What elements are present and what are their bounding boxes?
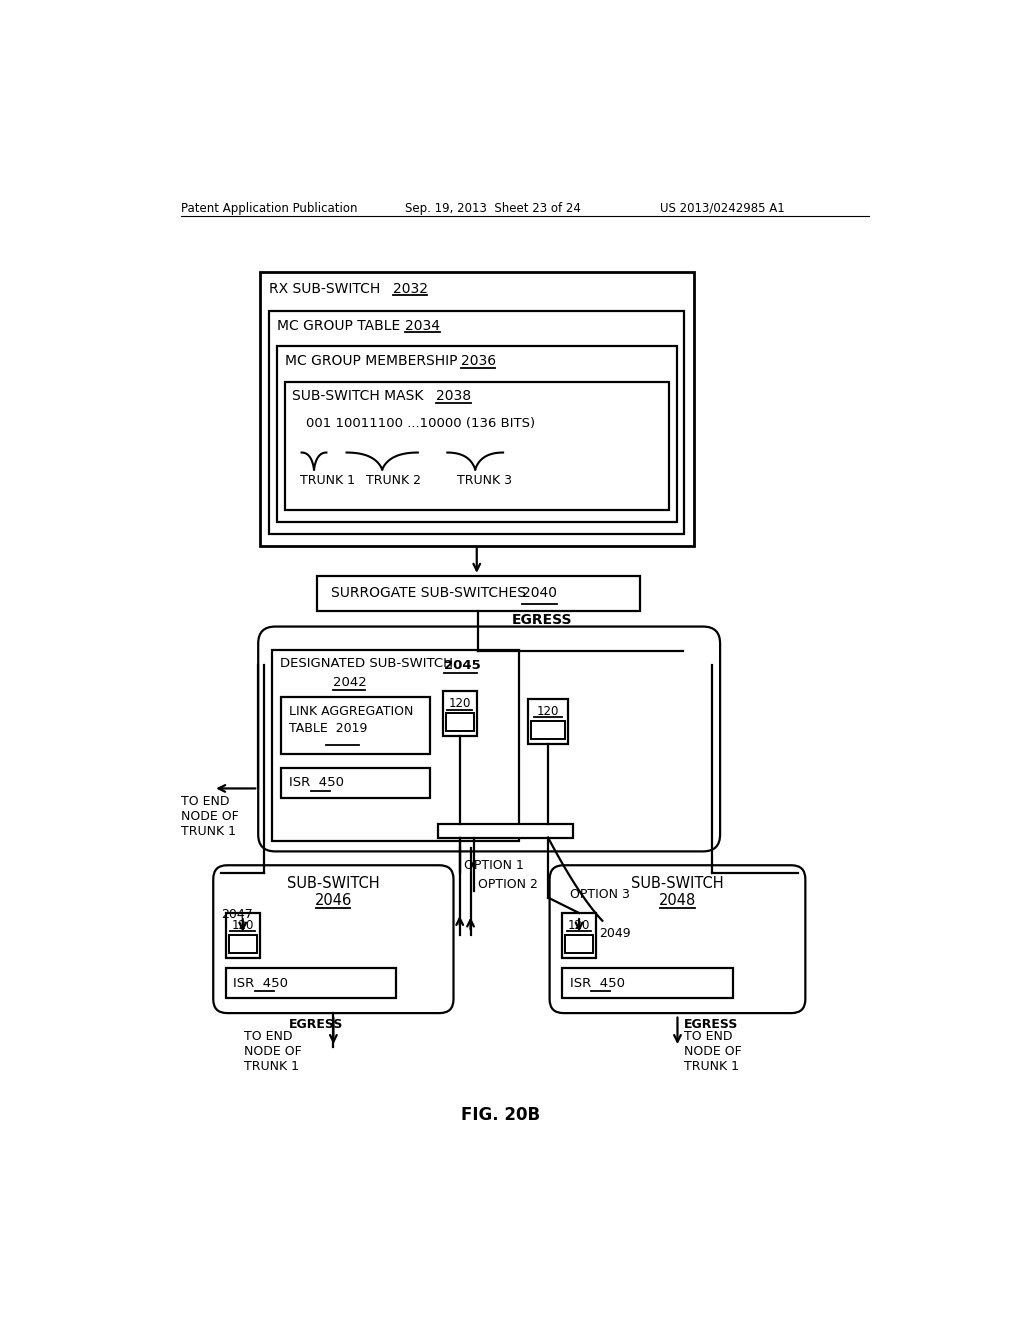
Text: EGRESS: EGRESS xyxy=(512,612,572,627)
Text: SUB-SWITCH: SUB-SWITCH xyxy=(287,876,380,891)
Text: 2042: 2042 xyxy=(333,676,367,689)
Text: Patent Application Publication: Patent Application Publication xyxy=(180,202,357,215)
FancyBboxPatch shape xyxy=(213,866,454,1014)
Text: 120: 120 xyxy=(231,919,254,932)
Bar xyxy=(531,721,565,739)
Bar xyxy=(269,312,684,535)
Text: SUB-SWITCH: SUB-SWITCH xyxy=(631,876,724,891)
Text: OPTION 2: OPTION 2 xyxy=(478,878,539,891)
Text: ISR  450: ISR 450 xyxy=(569,977,625,990)
Text: 2049: 2049 xyxy=(599,927,631,940)
Text: OPTION 1: OPTION 1 xyxy=(464,859,524,873)
Text: TRUNK 3: TRUNK 3 xyxy=(457,474,512,487)
Text: US 2013/0242985 A1: US 2013/0242985 A1 xyxy=(659,202,784,215)
Text: TABLE  2019: TABLE 2019 xyxy=(289,722,368,735)
Bar xyxy=(276,346,677,521)
FancyBboxPatch shape xyxy=(550,866,805,1014)
Text: Sep. 19, 2013  Sheet 23 of 24: Sep. 19, 2013 Sheet 23 of 24 xyxy=(406,202,582,215)
Text: 2032: 2032 xyxy=(393,281,428,296)
Text: ISR  450: ISR 450 xyxy=(289,776,344,789)
Text: TO END
NODE OF
TRUNK 1: TO END NODE OF TRUNK 1 xyxy=(245,1030,302,1073)
Bar xyxy=(445,713,474,731)
Text: FIG. 20B: FIG. 20B xyxy=(461,1106,541,1123)
Text: MC GROUP TABLE: MC GROUP TABLE xyxy=(276,318,400,333)
Bar xyxy=(565,935,593,953)
Bar xyxy=(272,649,518,841)
Bar xyxy=(528,700,568,743)
Text: 2034: 2034 xyxy=(406,318,440,333)
Text: 2040: 2040 xyxy=(522,586,557,601)
Bar xyxy=(260,272,693,545)
Text: 2046: 2046 xyxy=(314,892,352,908)
Text: MC GROUP MEMBERSHIP: MC GROUP MEMBERSHIP xyxy=(285,354,457,368)
Text: TRUNK 1: TRUNK 1 xyxy=(300,474,355,487)
Bar xyxy=(282,768,430,797)
Text: 120: 120 xyxy=(449,697,471,710)
Text: RX SUB-SWITCH: RX SUB-SWITCH xyxy=(269,281,380,296)
Text: EGRESS: EGRESS xyxy=(289,1018,343,1031)
Bar xyxy=(562,969,732,998)
Bar xyxy=(562,913,596,958)
Text: 2047: 2047 xyxy=(221,908,253,921)
Bar xyxy=(282,697,430,755)
FancyBboxPatch shape xyxy=(258,627,720,851)
Text: DESIGNATED SUB-SWITCH: DESIGNATED SUB-SWITCH xyxy=(280,657,453,671)
Bar xyxy=(438,824,572,838)
Bar xyxy=(285,381,669,510)
Text: 120: 120 xyxy=(568,919,590,932)
Text: SUB-SWITCH MASK: SUB-SWITCH MASK xyxy=(292,389,424,404)
Bar xyxy=(442,692,477,737)
Text: TO END
NODE OF
TRUNK 1: TO END NODE OF TRUNK 1 xyxy=(684,1030,741,1073)
Text: 2036: 2036 xyxy=(461,354,497,368)
Text: OPTION 3: OPTION 3 xyxy=(569,888,630,902)
Text: TO END
NODE OF
TRUNK 1: TO END NODE OF TRUNK 1 xyxy=(180,795,239,838)
Bar xyxy=(225,913,260,958)
Text: 2048: 2048 xyxy=(658,892,696,908)
Text: 120: 120 xyxy=(537,705,559,718)
Bar xyxy=(225,969,396,998)
Bar xyxy=(228,935,257,953)
Text: 001 10011100 ...10000 (136 BITS): 001 10011100 ...10000 (136 BITS) xyxy=(306,417,536,430)
Text: LINK AGGREGATION: LINK AGGREGATION xyxy=(289,705,414,718)
Text: 2038: 2038 xyxy=(436,389,472,404)
Text: 2045: 2045 xyxy=(444,659,481,672)
Text: SURROGATE SUB-SWITCHES: SURROGATE SUB-SWITCHES xyxy=(331,586,526,601)
Text: EGRESS: EGRESS xyxy=(684,1018,738,1031)
Bar xyxy=(317,576,640,611)
Text: TRUNK 2: TRUNK 2 xyxy=(366,474,421,487)
Text: ISR  450: ISR 450 xyxy=(233,977,289,990)
